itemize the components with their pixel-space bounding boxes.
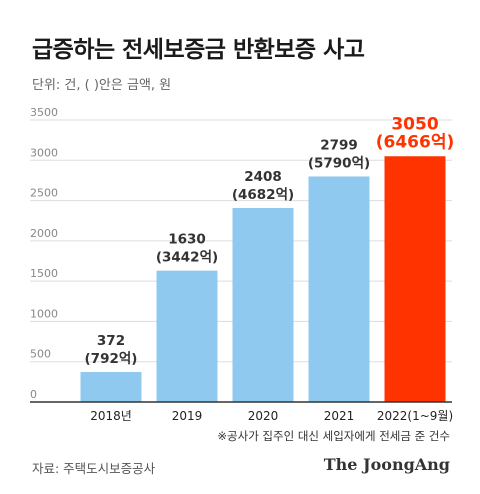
amount-label: (3442억) — [156, 250, 218, 266]
value-label: 3050 — [391, 114, 438, 134]
x-tick-label: 2021 — [324, 409, 355, 423]
amount-label: (5790억) — [308, 155, 370, 171]
source-credit: 자료: 주택도시보증공사 — [32, 461, 156, 476]
value-labels: 372 (792억) 1630 (3442억) 2408 (4682억) 2799 (5790… — [85, 114, 455, 367]
y-tick-label: 2500 — [30, 187, 58, 200]
value-label: 2799 — [320, 137, 358, 153]
bar — [308, 176, 370, 402]
bars — [80, 156, 446, 402]
bar — [232, 207, 294, 402]
bar — [384, 156, 446, 402]
publisher-logo: The JoongAng — [323, 455, 450, 474]
amount-label: (792억) — [85, 351, 138, 367]
value-label: 2408 — [244, 169, 282, 185]
amount-label: (4682억) — [232, 187, 294, 203]
unit-caption: 단위: 건, ( )안은 금액, 원 — [32, 78, 172, 93]
bar — [156, 270, 218, 402]
bar — [80, 372, 142, 402]
y-tick-label: 3000 — [30, 146, 58, 159]
x-tick-label: 2018년 — [90, 409, 132, 423]
x-tick-label: 2020 — [248, 409, 279, 423]
x-tick-label: 2022(1~9월) — [377, 409, 453, 423]
y-tick-label: 1500 — [30, 267, 58, 280]
y-axis-ticks: 0 500 1000 1500 2000 2500 3000 3500 — [30, 106, 58, 401]
chart-title: 급증하는 전세보증금 반환보증 사고 — [32, 37, 365, 63]
x-tick-label: 2019 — [172, 409, 203, 423]
amount-label: (6466억) — [376, 132, 455, 152]
y-tick-label: 3500 — [30, 106, 58, 119]
y-tick-label: 2000 — [30, 227, 58, 240]
y-tick-label: 500 — [30, 348, 51, 361]
value-label: 1630 — [168, 232, 206, 248]
value-label: 372 — [97, 333, 125, 349]
footnote: ※공사가 집주인 대신 세입자에게 전세금 준 건수 — [217, 429, 450, 443]
y-tick-label: 1000 — [30, 307, 58, 320]
x-axis-ticks: 2018년 2019 2020 2021 2022(1~9월) — [90, 409, 453, 423]
y-tick-label: 0 — [30, 388, 37, 401]
